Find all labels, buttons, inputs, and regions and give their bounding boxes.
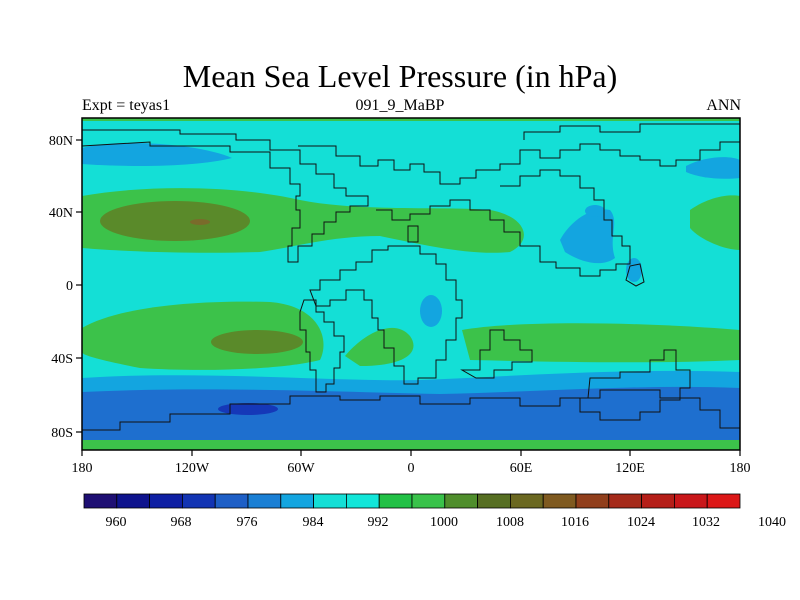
southern-high-indo-pacific: [462, 323, 740, 363]
colorbar-swatch: [280, 493, 314, 509]
small-island: [407, 225, 419, 243]
south-pacific-high: [211, 330, 303, 354]
africa-coast: [309, 245, 463, 385]
asia-island: [625, 263, 645, 287]
antarctica-coast: [82, 389, 740, 431]
colorbar-label: 976: [237, 515, 258, 530]
arctic-low-west: [82, 143, 232, 166]
asian-low: [560, 209, 615, 264]
y-tick-label: 0: [66, 279, 73, 294]
colorbar-label: 1008: [496, 515, 524, 530]
colorbar-label: 1032: [692, 515, 720, 530]
colorbar-label: 968: [171, 515, 192, 530]
north-pacific-high: [100, 201, 250, 241]
colorbar-swatch: [444, 493, 478, 509]
colorbar-label: 1040: [758, 515, 786, 530]
eurasia-north-coast: [298, 141, 740, 185]
colorbar-label: 992: [368, 515, 389, 530]
north-pacific-high-core: [190, 219, 210, 225]
colorbar-swatch: [641, 493, 675, 509]
australia-coast: [579, 349, 691, 421]
colorbar-swatch: [542, 493, 577, 509]
experiment-label: Expt = teyas1: [82, 97, 171, 114]
axis-ticks: [76, 139, 741, 456]
colorbar-swatch: [674, 493, 708, 509]
colorbar-swatch: [149, 493, 183, 509]
india-coast: [460, 329, 533, 379]
coastlines: [82, 123, 740, 431]
time-label: 091_9_MaBP: [355, 97, 445, 114]
y-tick-label: 40S: [51, 352, 73, 367]
arctic-low-east: [686, 157, 740, 179]
southern-high-atlantic: [345, 327, 414, 366]
colorbar-swatch: [83, 493, 118, 509]
colorbar-swatch: [477, 493, 511, 509]
colorbar-swatch: [345, 493, 380, 509]
colorbar-swatch: [509, 493, 544, 509]
colorbar-label: 1024: [627, 515, 655, 530]
colorbar-swatch: [181, 493, 216, 509]
colorbar-swatch: [116, 493, 151, 509]
x-tick-label: 120E: [615, 461, 645, 476]
southern-low-core: [218, 403, 278, 415]
y-tick-label: 40N: [49, 206, 73, 221]
x-tick-label: 60E: [510, 461, 533, 476]
eurasia-south-coast: [376, 169, 631, 277]
pressure-field: [82, 118, 740, 450]
antarctic-edge: [82, 440, 740, 450]
arctic-islands-coast: [523, 123, 740, 140]
north-america-coast: [82, 129, 369, 263]
asian-low-north: [585, 205, 605, 217]
african-low: [420, 295, 442, 327]
colorbar-swatch: [411, 493, 446, 509]
x-tick-label: 60W: [287, 461, 315, 476]
colorbar-swatch: [247, 493, 282, 509]
south-america-coast: [299, 299, 345, 393]
arctic-edge: [82, 118, 740, 121]
x-tick-label: 180: [72, 461, 93, 476]
colorbar-label: 960: [106, 515, 127, 530]
y-tick-label: 80S: [51, 426, 73, 441]
colorbar-swatch: [214, 493, 249, 509]
southern-low: [82, 386, 740, 450]
colorbar-label: 1000: [430, 515, 458, 530]
colorbar-swatch: [378, 493, 413, 509]
northern-high-east: [690, 195, 740, 250]
x-tick-label: 120W: [175, 461, 210, 476]
colorbar-label: 1016: [561, 515, 589, 530]
colorbar: 960 968 976 984 992 1000 1008 1016 1024 …: [83, 493, 786, 530]
season-label: ANN: [706, 97, 741, 114]
x-tick-label: 0: [408, 461, 415, 476]
colorbar-swatch: [608, 493, 642, 509]
colorbar-swatch: [706, 493, 741, 509]
x-tick-label: 180: [730, 461, 751, 476]
y-tick-label: 80N: [49, 134, 73, 149]
colorbar-label: 984: [303, 515, 324, 530]
map-title: Mean Sea Level Pressure (in hPa): [182, 58, 618, 94]
colorbar-swatch: [575, 493, 610, 509]
colorbar-swatch: [313, 493, 347, 509]
